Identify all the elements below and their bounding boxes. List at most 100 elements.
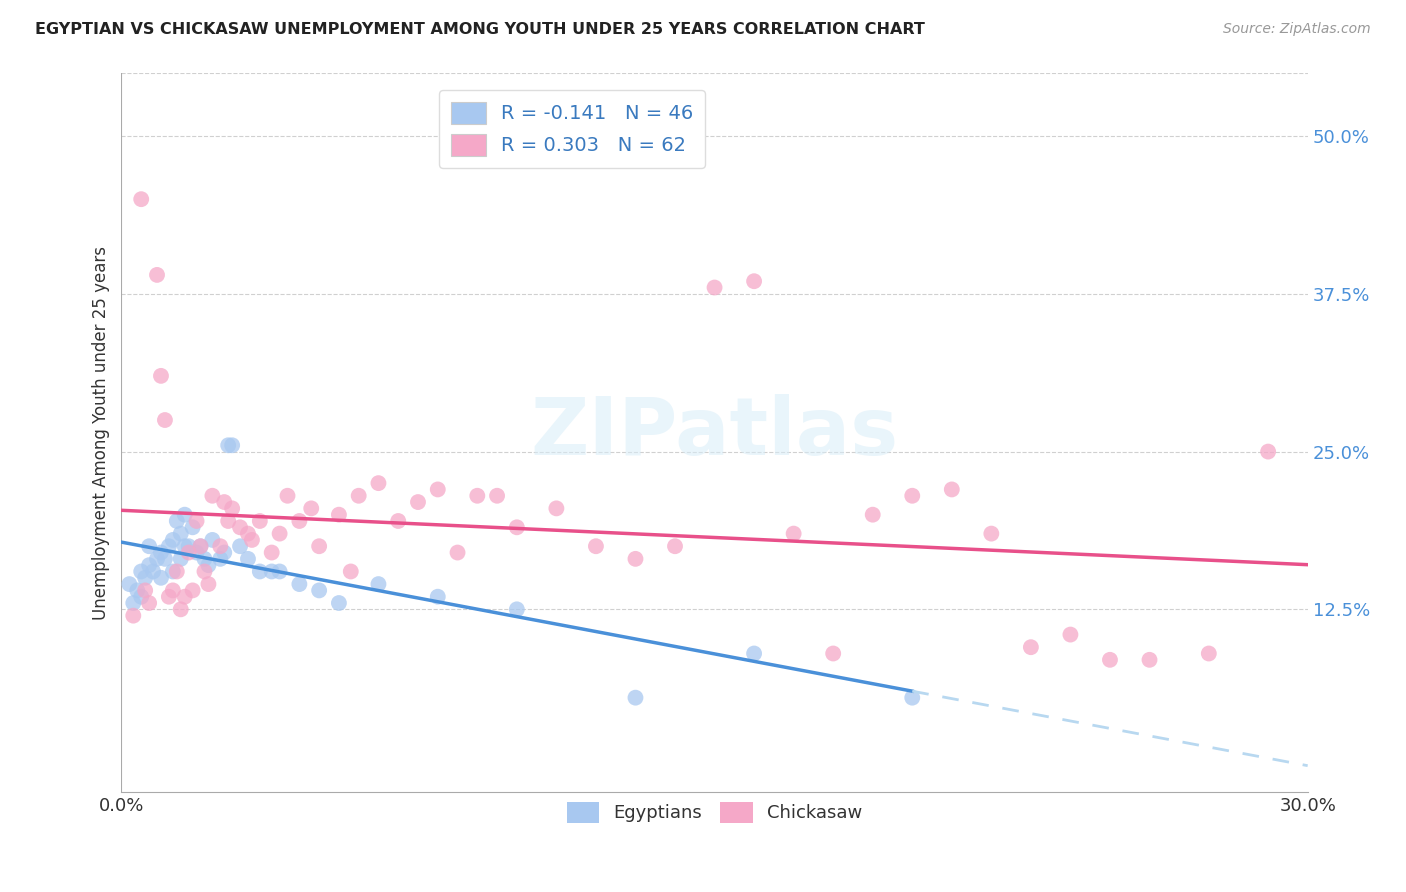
Point — [186, 545, 208, 559]
Point — [585, 539, 607, 553]
Point — [212, 495, 235, 509]
Point — [782, 526, 804, 541]
Point — [288, 514, 311, 528]
Point — [260, 565, 283, 579]
Point — [269, 526, 291, 541]
Point — [166, 565, 188, 579]
Y-axis label: Unemployment Among Youth under 25 years: Unemployment Among Youth under 25 years — [93, 245, 110, 620]
Point — [162, 533, 184, 547]
Point — [624, 552, 647, 566]
Point — [170, 602, 193, 616]
Point — [170, 526, 193, 541]
Point — [347, 489, 370, 503]
Point — [209, 539, 232, 553]
Point — [506, 520, 529, 534]
Point — [149, 571, 172, 585]
Point — [186, 514, 208, 528]
Point — [367, 476, 389, 491]
Point — [146, 552, 169, 566]
Point — [177, 545, 200, 559]
Point — [465, 489, 488, 503]
Point — [170, 552, 193, 566]
Point — [624, 690, 647, 705]
Point — [209, 552, 232, 566]
Point — [276, 489, 298, 503]
Point — [146, 268, 169, 282]
Point — [173, 590, 195, 604]
Point — [134, 571, 156, 585]
Point — [742, 647, 765, 661]
Point — [181, 520, 204, 534]
Point — [201, 533, 224, 547]
Point — [173, 508, 195, 522]
Point — [173, 539, 195, 553]
Point — [406, 495, 429, 509]
Point — [328, 508, 350, 522]
Point — [664, 539, 686, 553]
Point — [446, 545, 468, 559]
Point — [118, 577, 141, 591]
Point — [546, 501, 568, 516]
Point — [149, 368, 172, 383]
Point — [212, 545, 235, 559]
Point — [328, 596, 350, 610]
Text: ZIPatlas: ZIPatlas — [530, 393, 898, 472]
Point — [299, 501, 322, 516]
Point — [426, 483, 449, 497]
Point — [367, 577, 389, 591]
Point — [941, 483, 963, 497]
Point — [149, 545, 172, 559]
Point — [288, 577, 311, 591]
Point — [177, 539, 200, 553]
Point — [157, 590, 180, 604]
Point — [269, 565, 291, 579]
Point — [387, 514, 409, 528]
Point — [229, 520, 252, 534]
Point — [1019, 640, 1042, 655]
Point — [1139, 653, 1161, 667]
Point — [901, 690, 924, 705]
Point — [193, 565, 215, 579]
Point — [129, 192, 152, 206]
Point — [190, 539, 212, 553]
Point — [339, 565, 361, 579]
Point — [1198, 647, 1220, 661]
Point — [901, 489, 924, 503]
Point — [127, 583, 149, 598]
Point — [980, 526, 1002, 541]
Point — [129, 590, 152, 604]
Point — [506, 602, 529, 616]
Point — [181, 583, 204, 598]
Point — [426, 590, 449, 604]
Point — [308, 539, 330, 553]
Point — [229, 539, 252, 553]
Text: Source: ZipAtlas.com: Source: ZipAtlas.com — [1223, 22, 1371, 37]
Point — [153, 413, 176, 427]
Point — [221, 438, 243, 452]
Legend: Egyptians, Chickasaw: Egyptians, Chickasaw — [560, 795, 870, 830]
Point — [260, 545, 283, 559]
Point — [153, 552, 176, 566]
Point — [1059, 627, 1081, 641]
Point — [1257, 444, 1279, 458]
Point — [201, 489, 224, 503]
Point — [703, 280, 725, 294]
Point — [197, 577, 219, 591]
Point — [193, 552, 215, 566]
Point — [862, 508, 884, 522]
Point — [166, 514, 188, 528]
Point — [138, 596, 160, 610]
Point — [138, 558, 160, 573]
Point — [122, 608, 145, 623]
Point — [157, 539, 180, 553]
Point — [129, 565, 152, 579]
Point — [240, 533, 263, 547]
Point — [162, 565, 184, 579]
Point — [217, 438, 239, 452]
Point — [742, 274, 765, 288]
Point — [236, 552, 259, 566]
Point — [197, 558, 219, 573]
Point — [1098, 653, 1121, 667]
Point — [162, 583, 184, 598]
Point — [249, 514, 271, 528]
